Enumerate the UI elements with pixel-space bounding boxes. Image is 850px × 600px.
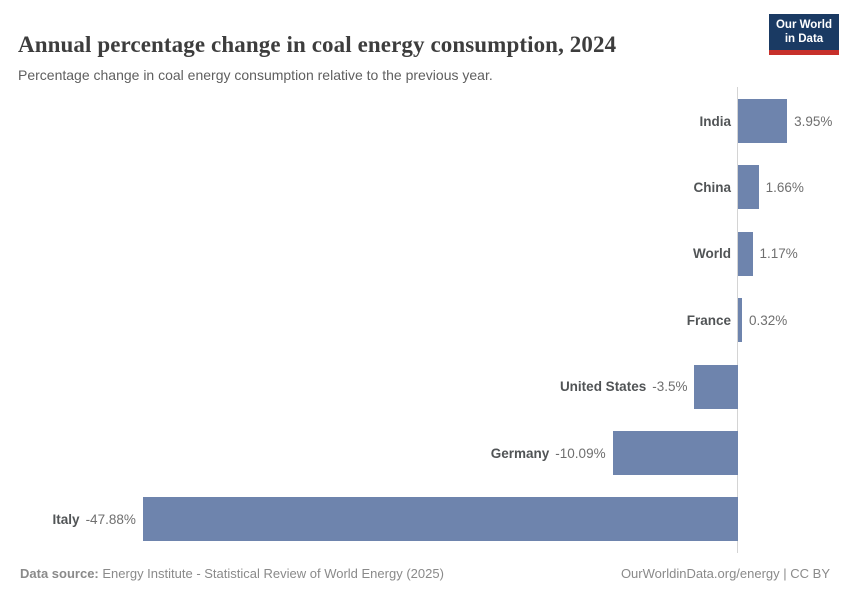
bar-label-france: France <box>686 312 731 328</box>
bar-value-world: 1.17% <box>759 246 798 262</box>
page-title: Annual percentage change in coal energy … <box>18 32 617 58</box>
bar-france[interactable] <box>738 298 742 343</box>
footer-datasource-value: Energy Institute - Statistical Review of… <box>102 566 444 581</box>
bar-italy[interactable] <box>142 497 738 542</box>
bar-chart: India 3.95% China 1.66% World 1.17% France 0.32… <box>0 87 850 553</box>
page-subtitle: Percentage change in coal energy consump… <box>18 67 493 83</box>
zero-axis-line <box>737 87 738 553</box>
bar-china[interactable] <box>738 165 759 210</box>
bar-value-france: 0.32% <box>748 312 788 328</box>
bar-label-italy: Italy <box>52 511 80 527</box>
footer-datasource-label: Data source: <box>20 566 99 581</box>
bar-value-united-states: -3.5% <box>652 379 688 395</box>
bar-value-germany: -10.09% <box>555 445 606 461</box>
footer: Data source: Energy Institute - Statisti… <box>20 566 830 581</box>
footer-datasource: Data source: Energy Institute - Statisti… <box>20 566 444 581</box>
bar-value-china: 1.66% <box>765 179 804 195</box>
bar-label-group-united-states: United States -3.5% <box>560 365 688 409</box>
bar-india[interactable] <box>738 99 788 143</box>
bar-label-united-states: United States <box>559 379 647 395</box>
bar-label-world: World <box>693 246 731 262</box>
bar-label-group-italy: Italy -47.88% <box>53 497 136 541</box>
bar-world[interactable] <box>738 231 753 276</box>
bar-united-states[interactable] <box>694 364 738 409</box>
bar-label-china: China <box>693 179 731 195</box>
bar-value-italy: -47.88% <box>85 511 136 527</box>
bar-label-india: India <box>699 113 731 129</box>
bar-germany[interactable] <box>612 431 738 475</box>
owid-logo[interactable]: Our World in Data <box>769 14 839 55</box>
owid-logo-box: Our World in Data <box>769 14 839 50</box>
footer-license-link[interactable]: OurWorldinData.org/energy | CC BY <box>620 566 830 581</box>
bar-label-germany: Germany <box>490 445 550 461</box>
bar-label-group-germany: Germany -10.09% <box>491 431 606 475</box>
owid-logo-line2: in Data <box>784 32 824 45</box>
owid-logo-line1: Our World <box>775 19 832 31</box>
owid-logo-stripe <box>769 50 839 55</box>
bar-value-india: 3.95% <box>794 113 833 129</box>
